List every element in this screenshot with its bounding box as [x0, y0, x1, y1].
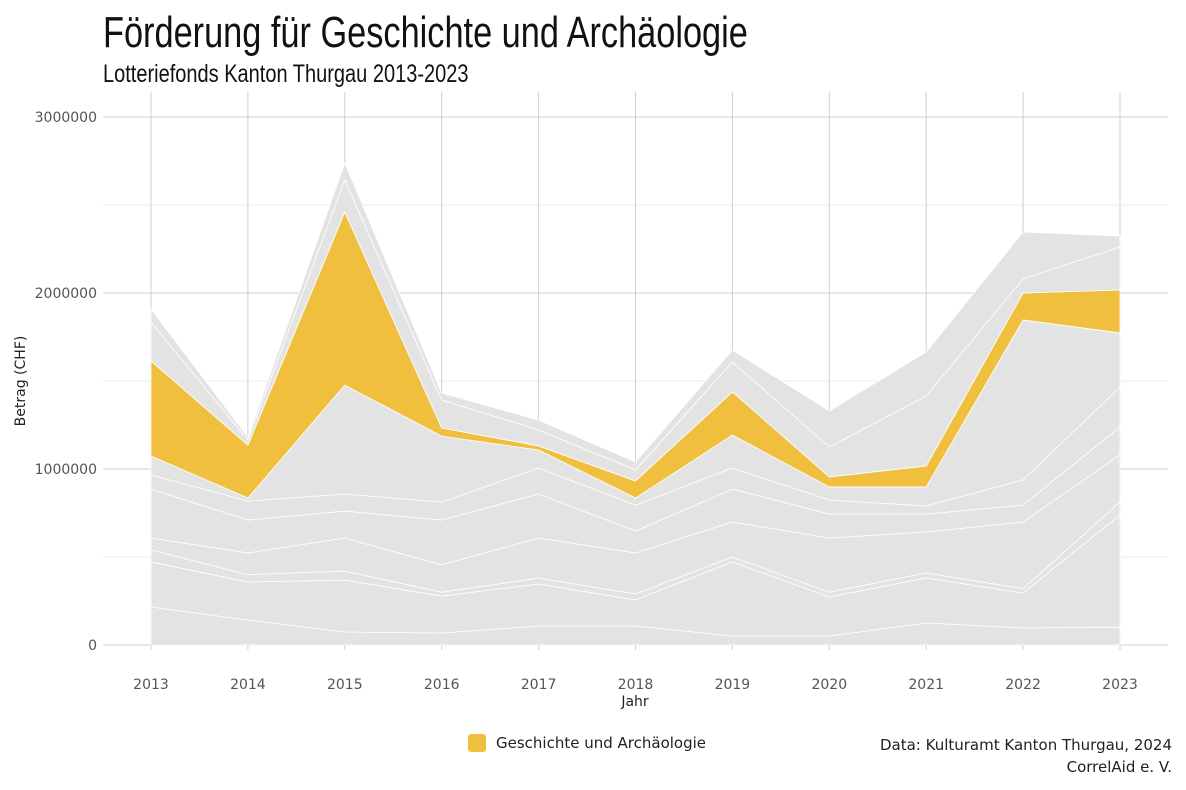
- x-tick-label: 2015: [327, 677, 363, 693]
- x-axis-label: Jahr: [620, 694, 649, 710]
- x-tick-label: 2019: [715, 677, 751, 693]
- axis-ticks: 2013 2014 2015 2016 2017 2018 2019 2020 2021 2022…: [35, 110, 1138, 693]
- x-tick-label: 2023: [1102, 677, 1138, 693]
- x-tick-label: 2018: [618, 677, 654, 693]
- x-tick-label: 2017: [521, 677, 557, 693]
- x-tick-label: 2022: [1005, 677, 1041, 693]
- caption: Data: Kulturamt Kanton Thurgau, 2024 Cor…: [880, 734, 1172, 778]
- chart-subtitle: Lotteriefonds Kanton Thurgau 2013-2023: [103, 60, 469, 88]
- x-tick-label: 2020: [811, 677, 847, 693]
- credit-note: CorrelAid e. V.: [1066, 758, 1172, 776]
- x-tick-label: 2021: [908, 677, 944, 693]
- x-tick-label: 2013: [133, 677, 169, 693]
- legend-swatch: [468, 734, 486, 752]
- y-axis-label: Betrag (CHF): [13, 336, 29, 427]
- legend-label: Geschichte und Archäologie: [496, 734, 707, 752]
- source-note: Data: Kulturamt Kanton Thurgau, 2024: [879, 736, 1172, 754]
- x-tick-label: 2014: [230, 677, 266, 693]
- y-tick-label: 2000000: [35, 286, 97, 302]
- chart-title: Förderung für Geschichte und Archäologie: [103, 8, 748, 57]
- y-tick-label: 3000000: [35, 110, 97, 126]
- other-area-layer: [150, 162, 1121, 471]
- legend: Geschichte und Archäologie: [468, 734, 706, 752]
- y-tick-label: 0: [88, 638, 97, 654]
- y-tick-label: 1000000: [35, 462, 97, 478]
- x-tick-label: 2016: [424, 677, 460, 693]
- area-layers: [150, 162, 1121, 646]
